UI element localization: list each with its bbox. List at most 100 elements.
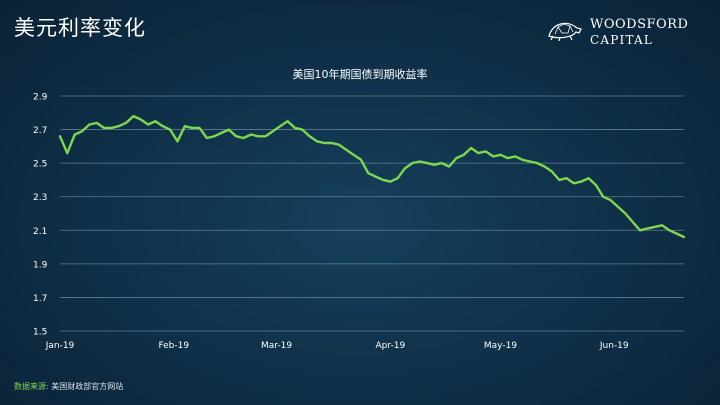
data-point <box>595 184 597 186</box>
data-point <box>272 130 274 133</box>
data-point <box>433 163 436 166</box>
data-point <box>88 123 91 126</box>
data-point <box>374 175 377 178</box>
data-point <box>455 157 458 159</box>
y-tick-label: 1.7 <box>33 294 47 304</box>
y-tick-label: 2.5 <box>33 160 47 170</box>
data-point <box>624 212 627 215</box>
data-point <box>250 133 252 136</box>
data-point <box>213 135 216 138</box>
data-point <box>242 137 245 139</box>
y-tick-label: 1.9 <box>33 260 48 270</box>
data-point <box>198 127 201 129</box>
logo-name: WOODSFORD <box>590 17 689 32</box>
y-tick-label: 2.9 <box>33 93 48 103</box>
data-point <box>316 140 318 143</box>
y-tick-label: 2.7 <box>33 126 47 136</box>
data-point <box>279 125 282 128</box>
data-point <box>492 155 494 158</box>
data-point <box>330 142 333 144</box>
data-point <box>117 125 120 128</box>
company-logo: WOODSFORD CAPITAL <box>546 14 706 48</box>
chart-area: 美国10年期国债到期收益率 2.9 2.7 2.5 2.3 2.1 1.9 1.7 1.5 J… <box>0 60 720 360</box>
data-point <box>338 143 340 146</box>
data-point <box>580 180 583 183</box>
data-point <box>426 162 428 164</box>
logo-subtitle: CAPITAL <box>590 33 654 47</box>
data-point <box>95 122 98 124</box>
data-point <box>103 127 105 129</box>
data-point <box>154 120 157 123</box>
data-point <box>675 232 678 235</box>
data-point <box>73 133 76 136</box>
data-point <box>264 135 267 138</box>
data-point <box>639 229 641 232</box>
data-point <box>484 150 487 153</box>
data-point <box>602 195 605 198</box>
x-tick-label: Mar-19 <box>261 341 292 351</box>
x-tick-label: Feb-19 <box>158 341 189 351</box>
source-label: 数据来源: <box>14 382 49 391</box>
data-point <box>418 160 421 163</box>
data-point <box>528 160 531 163</box>
y-tick-label: 2.3 <box>33 193 47 203</box>
data-point <box>609 199 612 202</box>
data-point <box>345 148 348 151</box>
data-point <box>587 177 590 180</box>
data-point <box>573 182 575 185</box>
data-source: 数据来源: 美国财政部官方网站 <box>14 381 123 392</box>
data-point <box>617 205 619 208</box>
data-point <box>59 135 61 138</box>
data-point <box>551 170 553 173</box>
data-point <box>683 236 685 238</box>
data-point <box>352 153 355 156</box>
data-point <box>183 125 186 128</box>
data-point <box>308 135 311 138</box>
data-point <box>514 155 517 158</box>
data-point <box>191 127 194 129</box>
data-point <box>661 224 663 227</box>
data-point <box>440 162 443 164</box>
source-text: 美国财政部官方网站 <box>51 382 124 391</box>
data-point <box>132 115 135 117</box>
data-point <box>462 153 465 156</box>
data-point <box>176 140 179 143</box>
data-point <box>543 165 546 168</box>
data-point <box>470 147 472 149</box>
data-point <box>301 128 304 131</box>
data-point <box>653 226 656 228</box>
data-point <box>205 137 208 139</box>
x-tick-label: Jan-19 <box>45 341 75 351</box>
x-tick-label: Jun-19 <box>599 341 629 351</box>
data-point <box>499 153 502 156</box>
data-point <box>286 120 289 123</box>
data-point <box>235 135 238 138</box>
data-point <box>81 130 83 133</box>
slide-title: 美元利率变化 <box>14 16 146 40</box>
yield-line-chart: 美国10年期国债到期收益率 2.9 2.7 2.5 2.3 2.1 1.9 1.7 1.5 J… <box>33 67 686 351</box>
data-point <box>66 152 69 154</box>
data-point <box>558 179 561 181</box>
data-point <box>367 172 370 175</box>
data-point <box>389 180 392 183</box>
data-point <box>169 128 172 131</box>
data-point <box>294 127 296 129</box>
data-point <box>396 177 399 180</box>
data-point <box>147 123 150 126</box>
data-point <box>257 135 260 138</box>
data-point <box>323 142 326 144</box>
data-point <box>631 221 634 223</box>
data-point <box>360 158 362 161</box>
y-tick-label: 1.5 <box>33 328 47 338</box>
x-tick-label: Apr-19 <box>376 341 406 351</box>
data-point <box>125 122 127 124</box>
data-point <box>220 132 223 134</box>
series-layer <box>58 114 686 239</box>
x-axis-ticks: Jan-19 Feb-19 Mar-19 Apr-19 May-19 Jun-19 <box>45 341 629 351</box>
turtle-logo-icon <box>548 22 582 42</box>
data-point <box>646 227 649 230</box>
data-point <box>227 128 230 131</box>
data-point <box>448 165 450 168</box>
data-point <box>110 127 113 129</box>
data-point <box>139 118 142 121</box>
